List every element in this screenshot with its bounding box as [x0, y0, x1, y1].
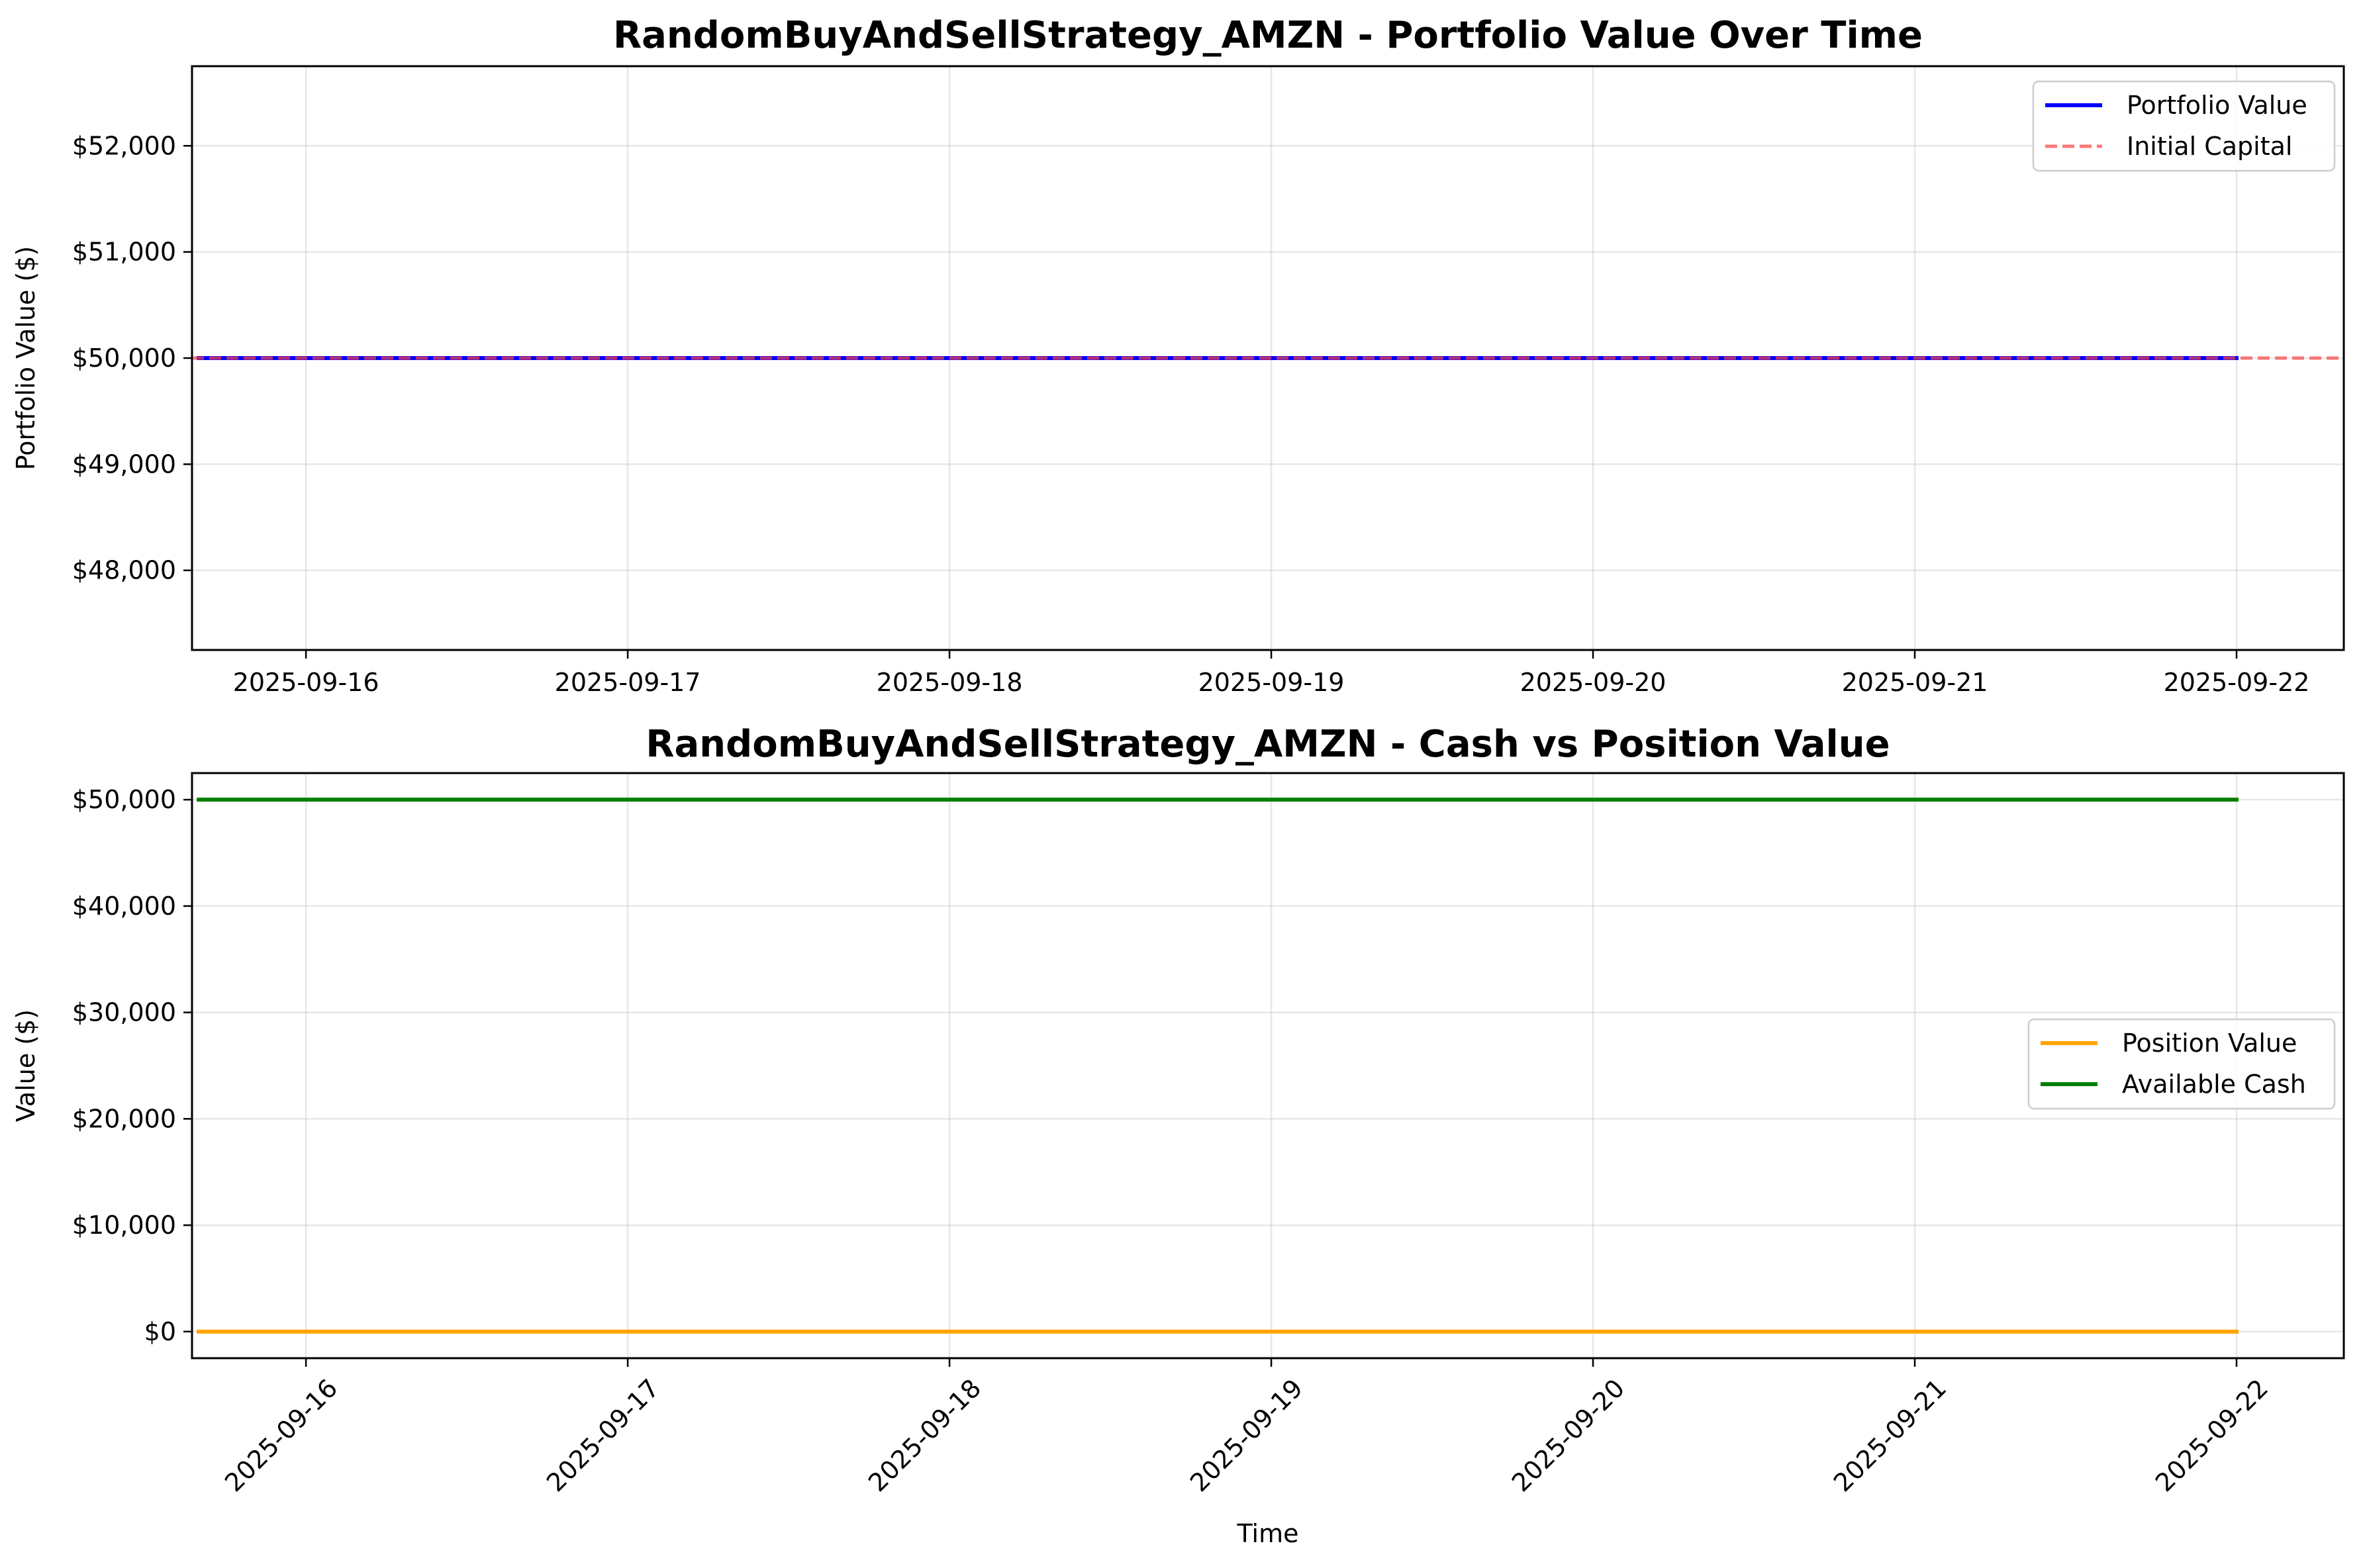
y-tick-label: $20,000 — [72, 1104, 176, 1133]
y-axis-label: Value ($) — [11, 1009, 40, 1122]
y-tick-label: $30,000 — [72, 998, 176, 1027]
x-tick-label: 2025-09-19 — [1198, 668, 1345, 697]
chart-panel-1: RandomBuyAndSellStrategy_AMZN - Portfoli… — [11, 14, 2345, 697]
x-tick-label: 2025-09-22 — [2164, 668, 2310, 697]
y-axis-label: Portfolio Value ($) — [11, 246, 40, 471]
x-tick-label: 2025-09-16 — [219, 1373, 343, 1497]
legend: Position Value Available Cash — [2027, 1018, 2336, 1110]
legend-entry: Position Value — [2122, 1029, 2297, 1058]
x-tick-label: 2025-09-19 — [1184, 1373, 1308, 1497]
chart-title: RandomBuyAndSellStrategy_AMZN - Cash vs … — [646, 723, 1890, 766]
legend-box — [2027, 1018, 2336, 1110]
x-tick-label: 2025-09-17 — [541, 1373, 665, 1497]
legend-entry: Portfolio Value — [2127, 91, 2307, 120]
x-tick-label: 2025-09-18 — [863, 1373, 987, 1497]
y-tick-label: $10,000 — [72, 1211, 176, 1240]
x-tick-label: 2025-09-17 — [555, 668, 701, 697]
y-tick-label: $52,000 — [72, 131, 176, 160]
plot-area — [197, 798, 2239, 1334]
y-tick-label: $51,000 — [72, 238, 176, 267]
x-tick-label: 2025-09-16 — [233, 668, 379, 697]
axes-frame — [191, 772, 2345, 1360]
x-tick-label: 2025-09-20 — [1520, 668, 1666, 697]
x-tick-label: 2025-09-20 — [1506, 1373, 1630, 1497]
legend-entry: Available Cash — [2122, 1070, 2306, 1099]
x-tick-label: 2025-09-22 — [2150, 1373, 2274, 1497]
y-tick-label: $0 — [144, 1317, 176, 1346]
chart-title: RandomBuyAndSellStrategy_AMZN - Portfoli… — [613, 14, 1923, 57]
x-tick-label: 2025-09-21 — [1842, 668, 1988, 697]
y-tick-label: $50,000 — [72, 344, 176, 373]
chart-panel-2: RandomBuyAndSellStrategy_AMZN - Cash vs … — [11, 723, 2345, 1548]
x-tick-label: 2025-09-18 — [877, 668, 1023, 697]
y-tick-label: $40,000 — [72, 892, 176, 921]
legend: Portfolio Value Initial Capital — [2032, 80, 2336, 172]
y-tick-label: $49,000 — [72, 449, 176, 479]
x-tick-label: 2025-09-21 — [1828, 1373, 1952, 1497]
x-axis-label: Time — [1237, 1519, 1299, 1548]
y-tick-label: $50,000 — [72, 785, 176, 814]
y-tick-label: $48,000 — [72, 556, 176, 585]
legend-entry: Initial Capital — [2127, 132, 2292, 161]
legend-box — [2032, 80, 2336, 172]
